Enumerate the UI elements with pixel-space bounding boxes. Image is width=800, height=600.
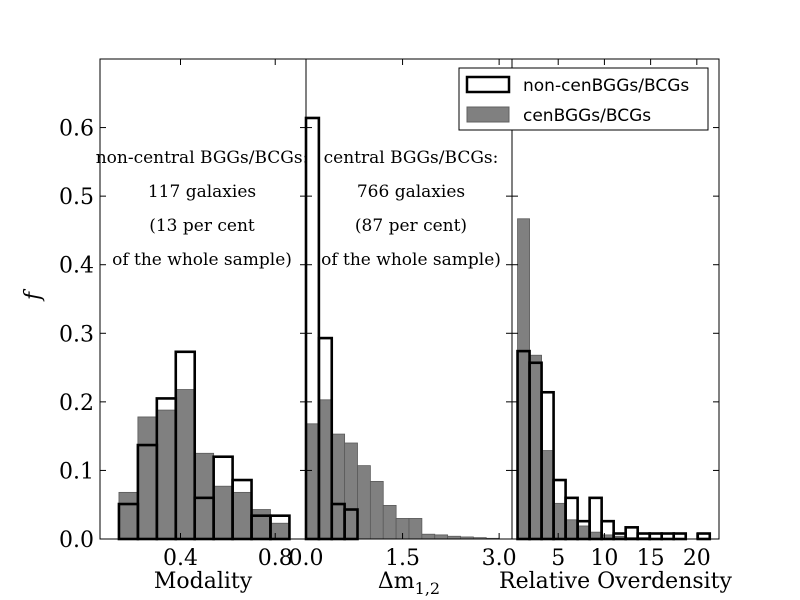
bar-outline-relative-overdensity-13 <box>672 532 688 541</box>
xtick-label-modality-0: 0.4 <box>163 546 198 571</box>
xtick-label-relative-overdensity-0: 5 <box>551 546 565 571</box>
annotation-modality-3: of the whole sample) <box>112 250 292 270</box>
bar-filled-relative-overdensity-2 <box>541 450 554 540</box>
bar-filled-modality-5 <box>213 485 233 540</box>
bar-filled-delta-m12-1 <box>318 399 333 540</box>
xtick-label-delta-m12-2: 3.0 <box>482 546 517 571</box>
bar-filled-modality-4 <box>194 452 215 540</box>
bar-outline-relative-overdensity-15 <box>696 532 712 541</box>
xtick-label-relative-overdensity-1: 10 <box>590 546 618 571</box>
bar-filled-delta-m12-3 <box>344 442 358 540</box>
bar-filled-relative-overdensity-3 <box>553 502 566 540</box>
y-axis-label: f <box>21 288 46 302</box>
legend-swatch-filled <box>466 106 510 123</box>
legend-label-outline: non-cenBGGs/BCGs <box>523 76 689 96</box>
xtick-label-delta-m12-1: 1.5 <box>385 546 420 571</box>
bar-filled-delta-m12-8 <box>408 518 423 540</box>
bar-filled-modality-7 <box>251 509 271 540</box>
bar-outline-relative-overdensity-12 <box>660 532 676 541</box>
bar-outline-relative-overdensity-11 <box>648 532 664 541</box>
bar-filled-relative-overdensity-0 <box>517 218 530 540</box>
x-axis-label-delta-m12: Δm1,2 <box>378 569 440 598</box>
x-axis-label-relative-overdensity: Relative Overdensity <box>499 569 732 594</box>
bar-filled-relative-overdensity-1 <box>529 354 542 540</box>
panel-frame-relative-overdensity <box>511 58 720 540</box>
bar-filled-modality-3 <box>175 389 196 540</box>
annotation-delta-m12-0: central BGGs/BCGs: <box>324 148 499 168</box>
bar-outline-relative-overdensity-10 <box>636 532 651 541</box>
bar-filled-delta-m12-9 <box>421 533 436 540</box>
ytick-label-6: 0.6 <box>59 117 94 142</box>
x-axis-label-subscript: 1,2 <box>415 579 440 598</box>
bar-filled-modality-1 <box>137 416 158 540</box>
bar-filled-modality-8 <box>270 522 290 540</box>
annotation-modality-0: non-central BGGs/BCGs: <box>96 148 309 168</box>
xtick-label-relative-overdensity-3: 20 <box>683 546 711 571</box>
legend-swatch-outline <box>465 75 511 94</box>
bar-filled-modality-0 <box>118 491 139 540</box>
panel-delta-m12: 0.0 1.5 3.0 Δm1,2 central BGGs/BCGs: 766 gala… <box>289 58 517 598</box>
ytick-label-4: 0.4 <box>59 254 94 279</box>
annotation-modality-1: 117 galaxies <box>148 182 256 202</box>
bar-filled-relative-overdensity-5 <box>577 525 591 540</box>
legend-label-filled: cenBGGs/BCGs <box>523 106 651 126</box>
bar-filled-modality-2 <box>156 409 177 540</box>
ytick-label-0: 0.0 <box>59 528 94 553</box>
annotation-modality-2: (13 per cent <box>149 216 255 236</box>
ytick-label-1: 0.1 <box>59 459 94 484</box>
bar-filled-delta-m12-6 <box>382 504 397 540</box>
legend: non-cenBGGs/BCGs cenBGGs/BCGs <box>458 67 709 131</box>
xtick-label-modality-1: 0.8 <box>258 546 293 571</box>
bar-filled-delta-m12-2 <box>331 433 346 540</box>
annotation-delta-m12-1: 766 galaxies <box>357 182 465 202</box>
ytick-label-3: 0.3 <box>59 322 94 347</box>
x-axis-label-modality: Modality <box>154 569 253 594</box>
bar-filled-delta-m12-4 <box>357 465 371 540</box>
bar-filled-modality-6 <box>232 491 252 540</box>
annotation-delta-m12-3: of the whole sample) <box>321 250 501 270</box>
xtick-label-relative-overdensity-2: 15 <box>637 546 665 571</box>
xtick-label-delta-m12-0: 0.0 <box>289 546 324 571</box>
annotation-delta-m12-2: (87 per cent) <box>355 216 467 236</box>
bar-filled-relative-overdensity-4 <box>565 519 579 540</box>
ytick-label-2: 0.2 <box>59 391 94 416</box>
bar-filled-delta-m12-10 <box>434 534 449 540</box>
bar-filled-delta-m12-0 <box>305 423 320 540</box>
ytick-label-5: 0.5 <box>59 185 94 210</box>
bar-filled-delta-m12-5 <box>369 480 384 540</box>
